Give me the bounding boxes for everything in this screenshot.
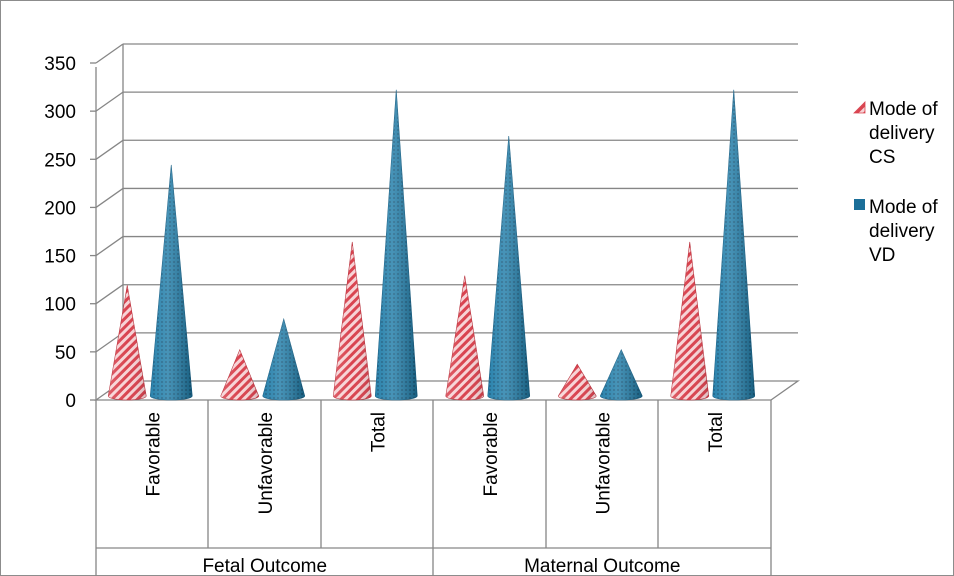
legend-label-line: delivery [869, 221, 935, 242]
y-axis-tick-labels: 0 50 100 150 200 250 300 350 [44, 54, 96, 412]
category-labels: Favorable Unfavorable Total Favorable Unfavo… [143, 412, 727, 514]
y-tick-label: 300 [44, 102, 76, 123]
group-labels: Fetal Outcome Maternal Outcome [202, 556, 680, 576]
y-tick-label: 200 [44, 198, 76, 219]
cone-cs-5 [670, 241, 710, 401]
category-label: Favorable [143, 412, 164, 497]
y-tick-label: 150 [44, 247, 76, 268]
gridline-side [95, 91, 124, 112]
cone-shade [445, 275, 484, 400]
cone-shade [108, 285, 147, 400]
cone-shade [600, 349, 643, 400]
cone-cs-0 [107, 285, 147, 401]
y-tick-label: 350 [44, 54, 76, 75]
group-label: Fetal Outcome [202, 556, 327, 576]
cone-shade [558, 364, 597, 400]
cone-vd-3 [487, 136, 531, 401]
cone-series [107, 89, 756, 401]
category-label: Total [368, 412, 389, 452]
cone-vd-5 [712, 89, 756, 401]
y-tick-label: 0 [65, 391, 76, 412]
y-tick-label: 50 [55, 343, 76, 364]
gridline-side [95, 139, 124, 160]
legend-label-line: Mode of [869, 99, 938, 120]
cone-shade [375, 89, 418, 400]
cone-vd-4 [599, 349, 643, 401]
gridline-side [95, 187, 124, 208]
cone-cs-2 [332, 241, 372, 401]
legend-label-line: Mode of [869, 197, 938, 218]
legend-item-vd: Mode of delivery VD [854, 197, 938, 266]
legend-label-line: CS [869, 147, 895, 168]
category-label: Total [706, 412, 727, 452]
category-table [95, 400, 772, 576]
y-tick-label: 250 [44, 150, 76, 171]
legend-swatch [853, 101, 866, 114]
y-tick-label: 100 [44, 295, 76, 316]
legend-swatch [854, 199, 865, 210]
gridline-side [95, 284, 124, 305]
legend-item-cs: Mode of delivery CS [853, 99, 938, 168]
cone-vd-0 [149, 164, 193, 401]
category-label: Unfavorable [256, 412, 277, 514]
category-label: Unfavorable [593, 412, 614, 514]
legend-label-line: VD [869, 245, 895, 266]
cone-shade [712, 89, 755, 400]
legend-label-line: delivery [869, 123, 935, 144]
cone-shade [670, 241, 709, 400]
group-label: Maternal Outcome [524, 556, 680, 576]
gridline-side [95, 43, 124, 64]
cone-shade [333, 241, 372, 400]
cone-cs-1 [220, 348, 260, 401]
cone-vd-1 [262, 317, 306, 401]
cone-shade [487, 136, 530, 400]
legend: Mode of delivery CS Mode of delivery VD [853, 99, 938, 266]
category-label: Favorable [481, 412, 502, 497]
cone-shade [150, 164, 193, 400]
cone-cs-4 [557, 363, 597, 401]
gridline-side [95, 236, 124, 257]
cone-cs-3 [445, 275, 485, 401]
cone-vd-2 [374, 89, 418, 401]
cone-shade [262, 318, 305, 400]
cone-shade [220, 349, 259, 400]
